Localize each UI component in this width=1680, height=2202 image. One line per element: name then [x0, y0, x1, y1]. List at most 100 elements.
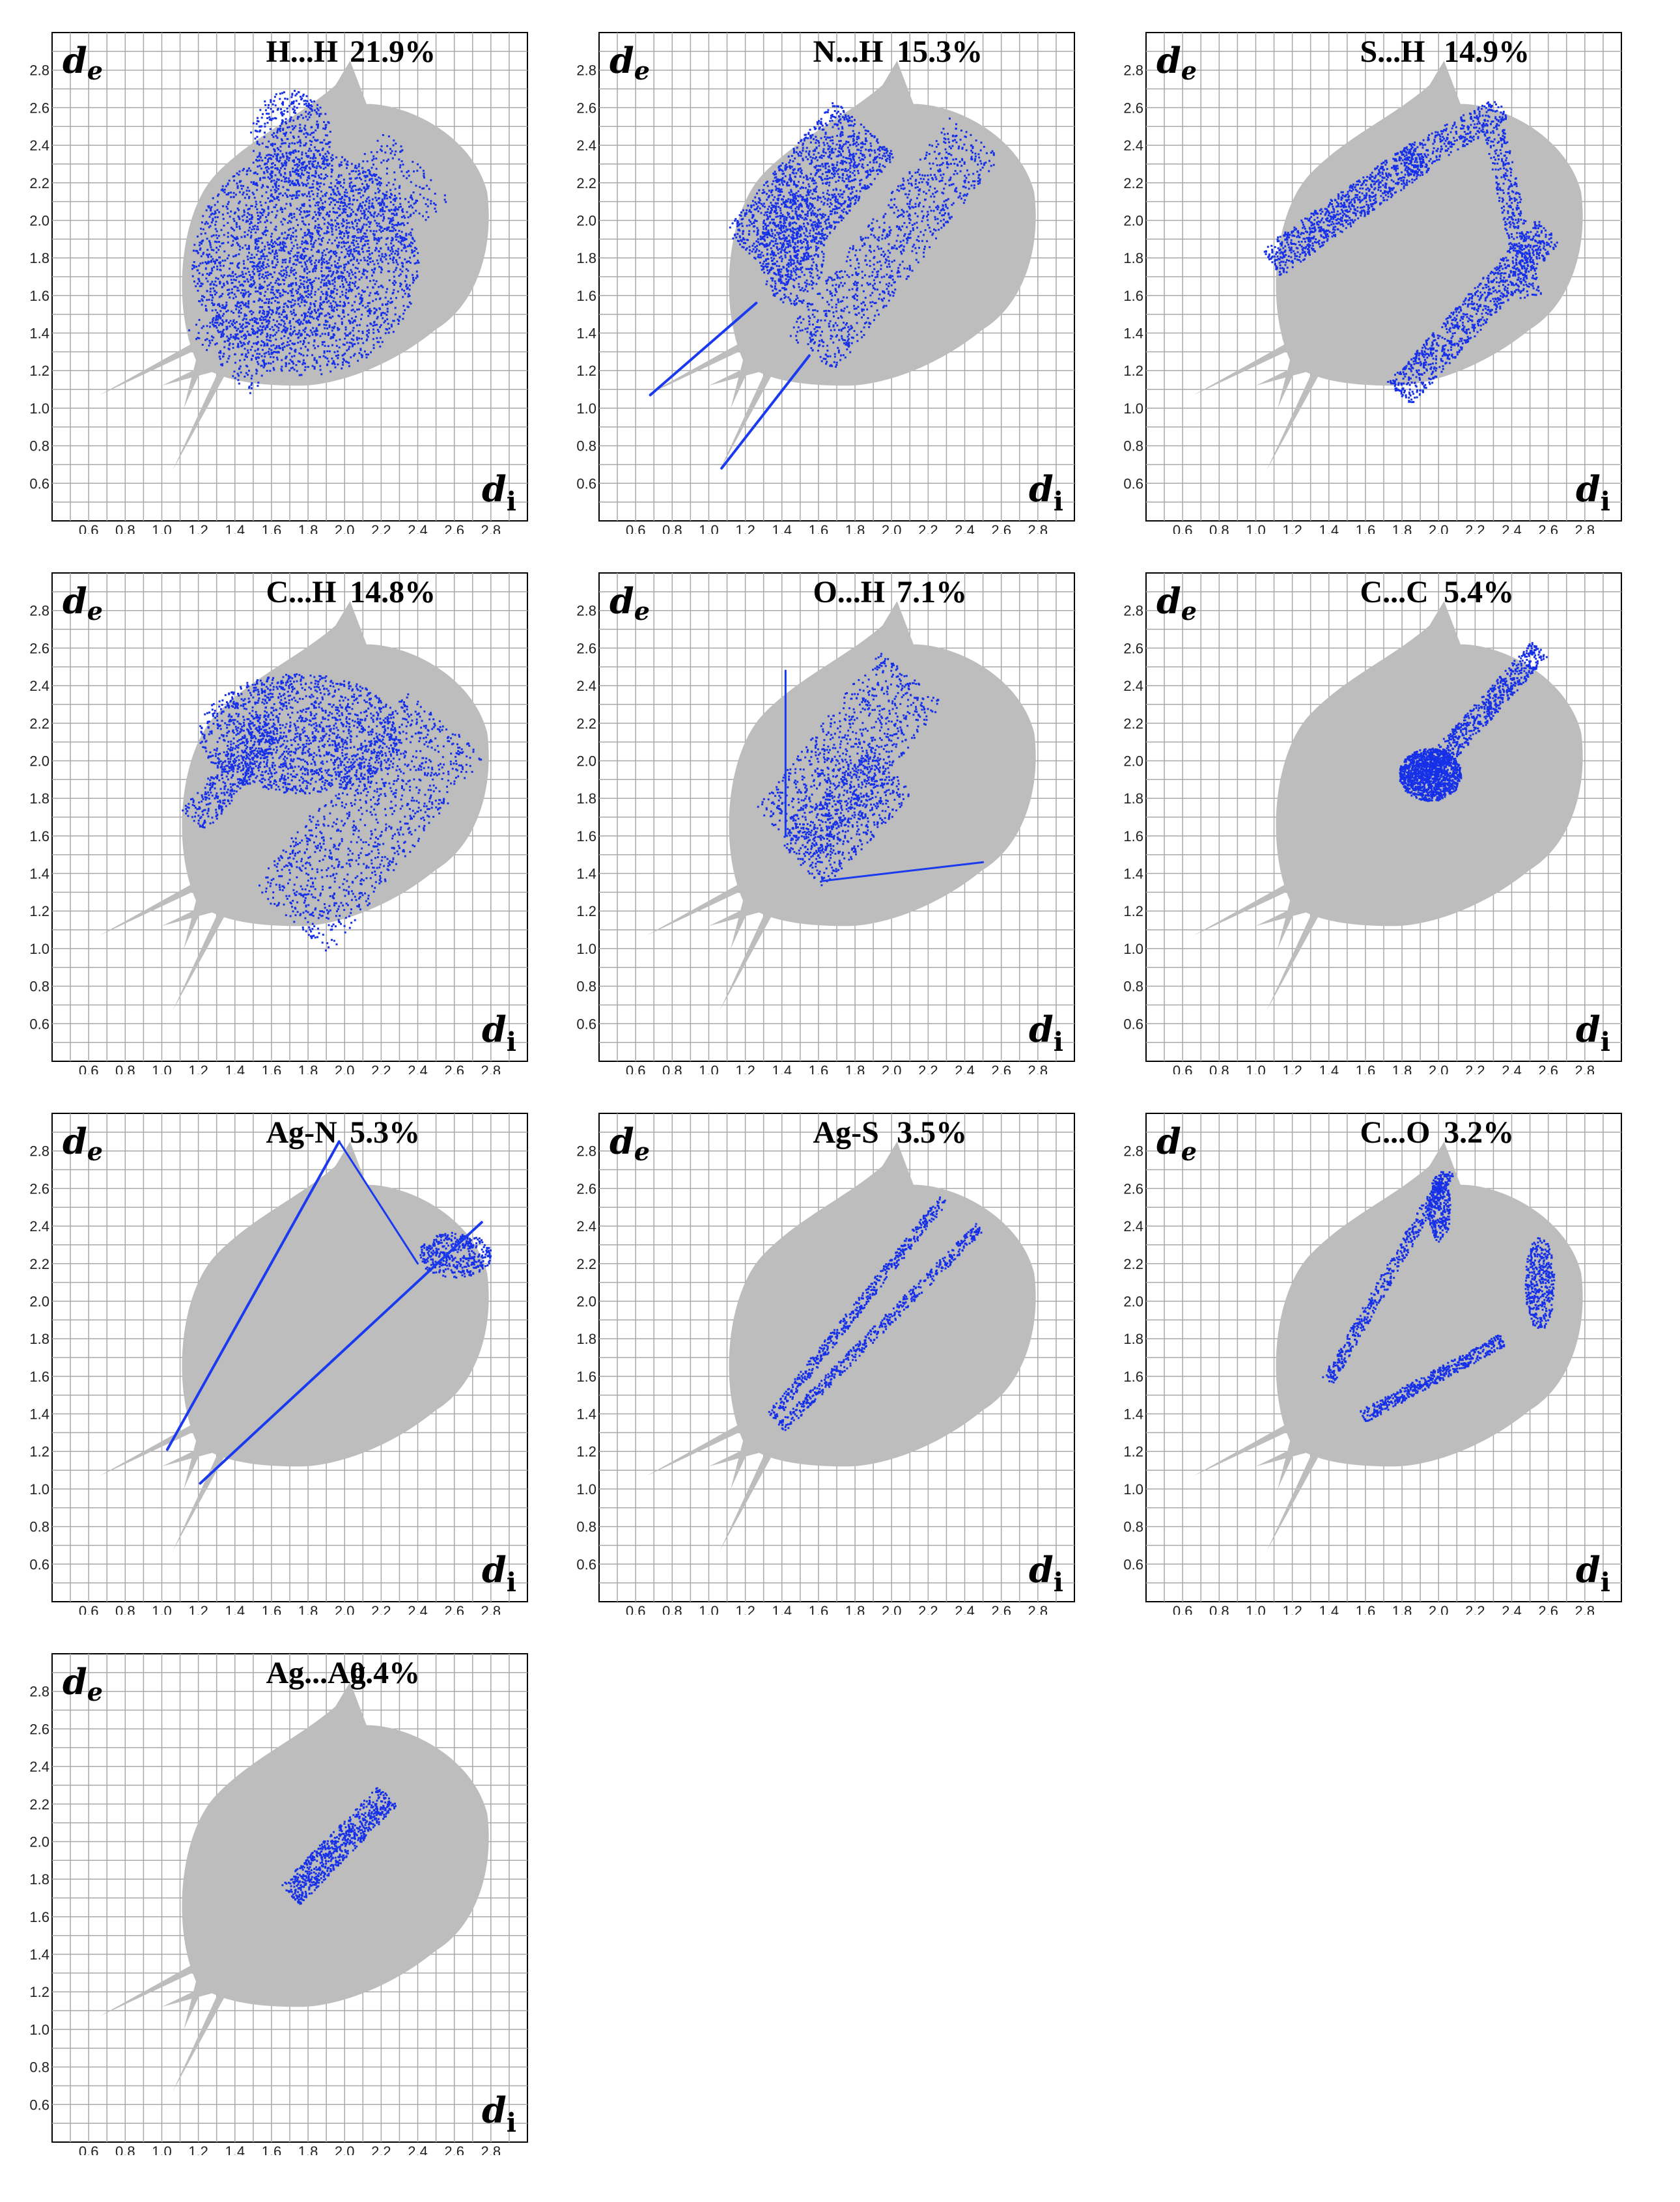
x-tick-label: 1.4: [1319, 522, 1339, 534]
y-tick-label: 2.0: [1123, 753, 1143, 769]
x-tick-label: 2.8: [481, 1603, 501, 1615]
x-tick-label: 2.2: [371, 2143, 391, 2155]
x-axis-label-subscript: i: [507, 1027, 516, 1057]
y-tick-label: 1.0: [1123, 400, 1143, 417]
x-tick-label: 1.8: [1392, 1063, 1412, 1074]
x-tick-label: 0.8: [115, 2143, 135, 2155]
contact-percentage: 3.5%: [897, 1115, 967, 1150]
y-tick-label: 2.2: [29, 1256, 49, 1272]
x-tick-label: 2.8: [1575, 1063, 1595, 1074]
x-axis-label-subscript: i: [1601, 1027, 1610, 1057]
fingerprint-plot: 0.6 0.8 1.0 1.2 1.4 1.6 1.8 2.0 2.2 2.4 2.6 2.8 0.6 0…: [1123, 572, 1622, 1074]
contact-type-title: C...O: [1360, 1115, 1430, 1150]
x-tick-label: 2.0: [882, 1063, 902, 1074]
y-tick-label: 0.6: [576, 475, 596, 492]
y-tick-label: 2.2: [1123, 716, 1143, 732]
y-axis-label: de: [63, 1661, 103, 1707]
x-tick-label: 0.6: [1173, 1603, 1193, 1615]
x-tick-label: 1.2: [188, 522, 208, 534]
x-tick-label: 0.8: [1209, 522, 1229, 534]
x-tick-label: 2.0: [335, 1603, 355, 1615]
y-tick-label: 1.2: [29, 1443, 49, 1460]
y-tick-label: 1.8: [29, 250, 49, 266]
y-tick-label: 2.6: [1123, 100, 1143, 116]
x-tick-label: 1.2: [1282, 1063, 1302, 1074]
x-tick-label: 1.8: [298, 1603, 318, 1615]
y-tick-label: 1.2: [29, 903, 49, 919]
fingerprint-cloud: [1194, 1141, 1583, 1552]
x-tick-label: 0.8: [662, 522, 682, 534]
x-tick-label: 1.4: [772, 522, 792, 534]
fingerprint-plot: 0.6 0.8 1.0 1.2 1.4 1.6 1.8 2.0 2.2 2.4 2.6 2.8 0.6 0…: [576, 572, 1075, 1074]
x-tick-label: 2.2: [1465, 1603, 1485, 1615]
x-tick-label: 1.8: [298, 1063, 318, 1074]
y-tick-label: 0.8: [1123, 1519, 1143, 1535]
x-tick-label: 0.8: [662, 1063, 682, 1074]
contact-type-title: S...H: [1360, 35, 1425, 69]
fingerprint-plot: 0.6 0.8 1.0 1.2 1.4 1.6 1.8 2.0 2.2 2.4 2.6 2.8 0.6 0…: [29, 1113, 528, 1615]
x-tick-label: 2.0: [335, 1063, 355, 1074]
x-tick-label: 2.6: [1538, 522, 1558, 534]
highlight-points: [281, 1787, 397, 1905]
x-tick-label: 2.8: [481, 2143, 501, 2155]
y-tick-label: 2.6: [29, 1721, 49, 1737]
y-axis-label-subscript: e: [87, 1137, 103, 1166]
y-tick-label: 1.8: [29, 1871, 49, 1888]
y-tick-label: 2.6: [1123, 1180, 1143, 1197]
y-tick-label: 1.0: [1123, 941, 1143, 957]
y-tick-label: 1.6: [576, 828, 596, 844]
y-tick-label: 1.4: [29, 1406, 49, 1423]
x-tick-label: 2.4: [408, 1063, 428, 1074]
x-tick-label: 2.0: [335, 2143, 355, 2155]
fingerprint-plot: 0.6 0.8 1.0 1.2 1.4 1.6 1.8 2.0 2.2 2.4 2.6 2.8 0.6 0…: [1123, 32, 1622, 534]
x-tick-label: 0.8: [115, 522, 135, 534]
y-tick-label: 1.0: [29, 400, 49, 417]
highlight-spike-upper: [649, 301, 758, 397]
cloud-spike-lower: [1267, 1404, 1347, 1552]
highlight-region: [199, 673, 401, 795]
x-tick-label: 0.8: [115, 1063, 135, 1074]
y-tick-label: 2.4: [576, 137, 596, 154]
y-tick-label: 1.6: [1123, 288, 1143, 304]
y-tick-label: 1.6: [29, 288, 49, 304]
y-tick-label: 1.8: [576, 790, 596, 807]
x-tick-label: 2.2: [371, 522, 391, 534]
cloud-body: [1276, 1141, 1583, 1467]
y-tick-label: 1.0: [576, 1481, 596, 1498]
x-axis-label-subscript: i: [1054, 1567, 1063, 1598]
cloud-spike-lower: [173, 1404, 253, 1552]
highlight-region: [1413, 642, 1548, 788]
fingerprint-plot: 0.6 0.8 1.0 1.2 1.4 1.6 1.8 2.0 2.2 2.4 2.6 2.8 0.6 0…: [576, 1113, 1075, 1615]
contact-percentage: 5.4%: [1444, 575, 1514, 609]
x-tick-label: 1.8: [1392, 522, 1412, 534]
x-tick-label: 1.8: [845, 1603, 865, 1615]
cloud-body: [182, 61, 489, 386]
y-tick-label: 2.2: [29, 175, 49, 191]
x-tick-label: 2.6: [1538, 1063, 1558, 1074]
highlight-region: [1263, 143, 1430, 276]
y-tick-label: 1.0: [576, 400, 596, 417]
y-tick-label: 2.0: [1123, 1293, 1143, 1309]
cloud-body: [729, 601, 1036, 927]
x-tick-label: 1.8: [845, 1063, 865, 1074]
cloud-body: [182, 1682, 489, 2007]
x-tick-label: 2.8: [481, 1063, 501, 1074]
x-tick-label: 1.2: [188, 1603, 208, 1615]
y-tick-label: 2.6: [576, 640, 596, 656]
y-tick-label: 2.4: [1123, 1218, 1143, 1234]
highlight-points: [729, 102, 995, 368]
fingerprint-cloud: [647, 1141, 1036, 1552]
y-tick-label: 2.0: [576, 212, 596, 229]
x-tick-label: 1.8: [298, 2143, 318, 2155]
y-tick-label: 2.8: [29, 1684, 49, 1700]
y-tick-label: 1.6: [29, 828, 49, 844]
y-tick-label: 1.8: [1123, 250, 1143, 266]
y-tick-label: 0.8: [1123, 979, 1143, 995]
x-tick-label: 1.6: [809, 522, 829, 534]
grid: [599, 33, 1074, 521]
y-tick-label: 1.2: [1123, 363, 1143, 379]
contact-percentage: 14.9%: [1444, 35, 1530, 69]
highlight-region: [281, 1787, 397, 1905]
y-tick-label: 2.2: [576, 716, 596, 732]
x-tick-label: 2.8: [481, 522, 501, 534]
